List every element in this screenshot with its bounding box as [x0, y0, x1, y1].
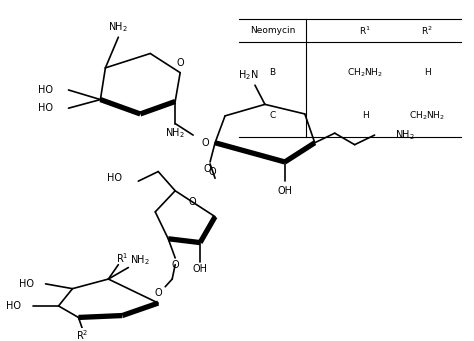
Text: B: B: [270, 68, 276, 77]
Text: R$^1$: R$^1$: [116, 251, 128, 265]
Text: Neomycin: Neomycin: [250, 26, 295, 35]
Text: R$^1$: R$^1$: [359, 24, 371, 37]
Text: HO: HO: [107, 173, 122, 183]
Text: R$^2$: R$^2$: [421, 24, 433, 37]
Text: NH$_2$: NH$_2$: [109, 21, 128, 34]
Text: H: H: [424, 68, 431, 77]
Text: O: O: [155, 288, 162, 298]
Text: H$_2$N: H$_2$N: [238, 69, 258, 83]
Text: C: C: [270, 111, 276, 120]
Text: H: H: [362, 111, 368, 120]
Text: CH$_2$NH$_2$: CH$_2$NH$_2$: [347, 66, 383, 79]
Text: R$^2$: R$^2$: [76, 328, 89, 341]
Text: O: O: [176, 58, 184, 68]
Text: HO: HO: [37, 103, 53, 113]
Text: CH$_2$NH$_2$: CH$_2$NH$_2$: [409, 109, 445, 122]
Text: O: O: [201, 138, 209, 148]
Text: O: O: [188, 197, 196, 207]
Text: O: O: [172, 260, 179, 270]
Text: HO: HO: [6, 301, 21, 311]
Text: O: O: [208, 166, 216, 177]
Text: NH$_2$: NH$_2$: [130, 253, 150, 267]
Text: HO: HO: [37, 85, 53, 95]
Text: NH$_2$: NH$_2$: [394, 128, 414, 142]
Text: OH: OH: [277, 186, 292, 196]
Text: NH$_2$: NH$_2$: [165, 126, 185, 140]
Text: O: O: [203, 164, 211, 174]
Text: OH: OH: [192, 265, 208, 275]
Text: HO: HO: [18, 279, 34, 289]
